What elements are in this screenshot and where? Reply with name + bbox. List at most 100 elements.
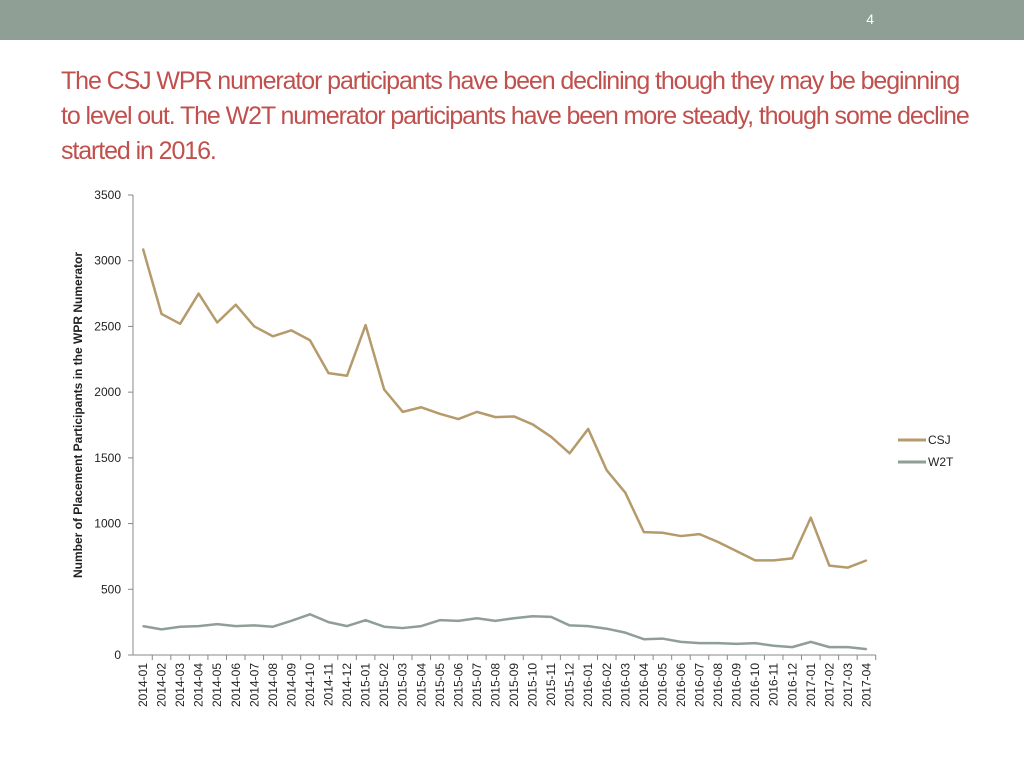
legend-label-w2t: W2T bbox=[928, 455, 954, 469]
data-point-w2t bbox=[847, 646, 849, 648]
x-tick-label: 2016-02 bbox=[600, 663, 614, 707]
x-tick-label: 2016-06 bbox=[674, 663, 688, 707]
data-point-csj bbox=[587, 428, 589, 430]
data-point-w2t bbox=[327, 621, 330, 623]
x-tick-label: 2014-05 bbox=[210, 663, 224, 707]
data-point-csj bbox=[828, 564, 831, 567]
data-point-csj bbox=[643, 531, 645, 533]
x-tick-label: 2016-10 bbox=[748, 663, 762, 707]
data-point-csj bbox=[253, 325, 256, 328]
data-point-w2t bbox=[364, 619, 367, 621]
data-point-w2t bbox=[216, 623, 218, 625]
data-point-csj bbox=[735, 550, 738, 552]
data-point-csj bbox=[272, 335, 274, 338]
x-tick-label: 2015-08 bbox=[488, 663, 502, 707]
data-point-csj bbox=[439, 413, 441, 415]
y-tick-label: 500 bbox=[101, 582, 121, 596]
data-point-csj bbox=[457, 418, 460, 420]
chart-legend: CSJ W2T bbox=[898, 433, 954, 469]
x-tick-label: 2014-06 bbox=[229, 663, 243, 707]
data-point-csj bbox=[698, 533, 701, 535]
slide-number: 4 bbox=[866, 11, 874, 27]
data-point-w2t bbox=[550, 616, 552, 618]
data-point-w2t bbox=[290, 620, 293, 622]
data-point-csj bbox=[234, 303, 237, 306]
x-tick-label: 2014-03 bbox=[173, 663, 187, 707]
data-point-csj bbox=[661, 531, 664, 534]
data-point-w2t bbox=[735, 643, 738, 645]
x-tick-label: 2016-03 bbox=[618, 663, 632, 707]
data-point-csj bbox=[680, 535, 682, 537]
data-point-w2t bbox=[179, 625, 181, 628]
data-point-w2t bbox=[439, 619, 441, 621]
x-tick-label: 2015-12 bbox=[563, 663, 577, 707]
slide-title: The CSJ WPR numerator participants have … bbox=[61, 67, 970, 165]
data-point-w2t bbox=[810, 641, 812, 643]
y-tick-label: 3500 bbox=[94, 188, 121, 202]
data-point-csj bbox=[531, 423, 534, 426]
data-point-w2t bbox=[587, 625, 589, 627]
x-tick-label: 2017-03 bbox=[841, 663, 855, 707]
data-point-csj bbox=[160, 313, 163, 315]
x-tick-label: 2014-09 bbox=[284, 663, 298, 707]
data-point-w2t bbox=[828, 646, 831, 648]
x-tick-label: 2015-01 bbox=[359, 663, 373, 707]
x-tick-label: 2015-10 bbox=[526, 663, 540, 707]
y-tick-label: 3000 bbox=[94, 254, 121, 268]
x-tick-label: 2016-08 bbox=[711, 663, 725, 707]
series-line-w2t bbox=[142, 613, 867, 651]
data-point-w2t bbox=[494, 620, 497, 622]
y-tick-label: 0 bbox=[114, 648, 121, 662]
chart-series bbox=[141, 248, 868, 651]
data-point-w2t bbox=[420, 625, 423, 627]
data-point-w2t bbox=[272, 625, 274, 628]
data-point-w2t bbox=[791, 646, 794, 648]
x-tick-label: 2016-09 bbox=[730, 663, 744, 707]
x-tick-label: 2015-02 bbox=[377, 663, 391, 707]
data-point-csj bbox=[605, 469, 608, 472]
y-tick-label: 2500 bbox=[94, 319, 121, 333]
x-tick-label: 2015-11 bbox=[544, 663, 558, 706]
data-point-csj bbox=[290, 329, 293, 332]
data-point-w2t bbox=[680, 641, 682, 643]
data-point-csj bbox=[513, 415, 515, 418]
data-point-csj bbox=[754, 559, 756, 562]
data-point-csj bbox=[550, 436, 552, 438]
data-point-w2t bbox=[476, 617, 478, 619]
data-point-csj bbox=[197, 292, 200, 295]
x-tick-label: 2014-08 bbox=[266, 663, 280, 707]
data-point-w2t bbox=[383, 625, 385, 628]
data-point-w2t bbox=[568, 624, 571, 627]
data-point-csj bbox=[383, 388, 385, 391]
data-point-csj bbox=[810, 516, 812, 519]
x-tick-label: 2015-06 bbox=[451, 663, 465, 707]
x-tick-label: 2016-12 bbox=[785, 663, 799, 707]
data-point-w2t bbox=[772, 645, 775, 647]
series-line-csj bbox=[141, 248, 867, 569]
x-tick-label: 2015-05 bbox=[433, 663, 447, 707]
data-point-w2t bbox=[309, 613, 311, 616]
data-point-csj bbox=[494, 416, 497, 418]
x-tick-label: 2016-05 bbox=[655, 663, 669, 707]
y-tick-label: 1500 bbox=[94, 451, 121, 465]
data-point-csj bbox=[364, 324, 367, 326]
data-point-w2t bbox=[401, 627, 404, 629]
data-point-csj bbox=[476, 411, 478, 413]
data-point-csj bbox=[568, 452, 571, 455]
x-tick-label: 2014-07 bbox=[247, 663, 261, 707]
data-point-w2t bbox=[531, 615, 534, 618]
x-tick-label: 2015-04 bbox=[414, 663, 428, 707]
x-tick-label: 2014-11 bbox=[322, 663, 336, 706]
data-point-csj bbox=[309, 339, 311, 342]
x-tick-label: 2014-02 bbox=[155, 663, 169, 707]
data-point-w2t bbox=[234, 625, 237, 627]
y-tick-label: 1000 bbox=[94, 517, 121, 531]
x-tick-label: 2016-01 bbox=[581, 663, 595, 707]
data-point-w2t bbox=[513, 617, 515, 619]
y-tick-label: 2000 bbox=[94, 385, 121, 399]
x-tick-label: 2014-12 bbox=[340, 663, 354, 707]
x-tick-label: 2015-07 bbox=[470, 663, 484, 707]
data-point-w2t bbox=[698, 642, 701, 644]
data-point-w2t bbox=[865, 648, 868, 650]
x-tick-label: 2017-02 bbox=[822, 663, 836, 707]
